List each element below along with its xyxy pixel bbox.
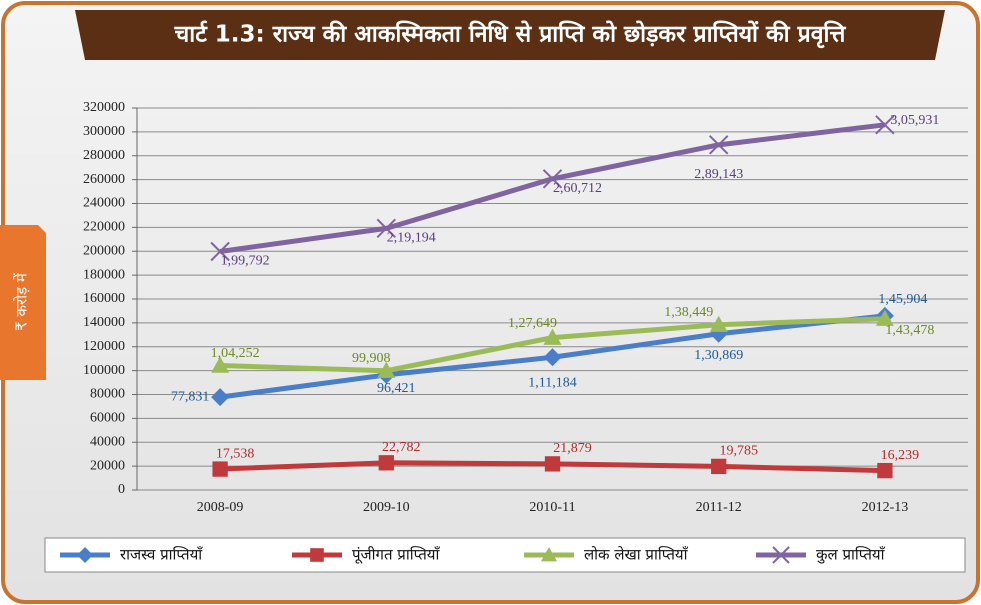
data-label: 1,99,792 [221,254,270,269]
y-label-tab [0,225,46,380]
y-tick-label: 300000 [83,124,125,139]
marker [709,315,728,332]
y-tick-label: 200000 [83,243,125,258]
x-tick-label: 2009-10 [363,500,410,515]
y-axis-label: ₹ करोड़ में [13,272,31,331]
marker [544,456,561,472]
marker [875,115,895,135]
data-label: 2,89,143 [694,167,743,182]
legend-label: राजस्व प्राप्तियाँ [120,546,203,564]
marker [378,455,394,471]
y-tick-label: 60000 [90,411,125,426]
marker [211,356,230,373]
marker [542,169,563,189]
y-tick-label: 180000 [83,267,125,282]
y-tick-label: 40000 [90,434,125,449]
marker [877,462,893,479]
data-label: 21,879 [553,441,592,456]
data-label: 19,785 [719,444,758,459]
x-tick-label: 2008-09 [197,500,244,515]
x-tick-label: 2011-12 [696,500,742,515]
marker [711,458,727,475]
y-tick-label: 240000 [83,196,125,211]
marker [310,548,324,562]
marker [377,361,396,378]
data-label: 1,30,869 [694,348,743,363]
data-label: 1,38,449 [664,305,713,320]
marker [772,546,790,564]
y-tick-label: 0 [118,482,125,497]
data-label: 2,60,712 [553,181,602,196]
marker [212,461,228,477]
data-label: 1,11,184 [528,375,576,390]
y-tick-label: 320000 [83,100,125,115]
data-label: 1,45,904 [878,292,927,307]
legend-label: लोक लेखा प्राप्तियाँ [584,546,689,564]
data-label: 1,43,478 [885,323,934,338]
title-banner [75,10,945,60]
x-tick-label: 2012-13 [862,500,909,515]
data-label: 16,239 [881,448,920,463]
marker [210,241,230,262]
y-tick-label: 120000 [83,339,125,354]
marker [77,547,93,563]
chart-title: चार्ट 1.3: राज्य की आकस्मिकता निधि से प्… [174,20,847,49]
marker [541,547,557,562]
data-label: 99,908 [352,351,391,366]
data-label: 2,19,194 [387,231,436,246]
x-tick-label: 2010-11 [529,500,575,515]
data-label: 1,04,252 [211,346,260,361]
marker [875,309,894,326]
data-label: 3,05,931 [890,113,939,128]
y-tick-label: 80000 [90,387,125,402]
marker [543,328,562,345]
data-label: 1,27,649 [508,316,557,331]
data-label: 77,831 [171,389,210,404]
y-tick-label: 140000 [83,315,125,330]
y-tick-label: 100000 [83,363,125,378]
legend-label: कुल प्राप्तियाँ [816,546,886,565]
marker [543,348,562,367]
marker [708,135,729,155]
y-tick-label: 260000 [83,172,125,187]
data-label: 17,538 [216,446,255,461]
y-tick-label: 280000 [83,148,125,163]
data-label: 22,782 [382,440,421,455]
marker [211,388,230,407]
marker [376,218,397,239]
legend [44,537,966,573]
data-label: 96,421 [377,381,416,396]
legend-label: पूंजीगत प्राप्तियाँ [352,546,440,565]
y-tick-label: 220000 [83,220,125,235]
y-tick-label: 20000 [90,458,125,473]
y-tick-label: 160000 [83,291,125,306]
